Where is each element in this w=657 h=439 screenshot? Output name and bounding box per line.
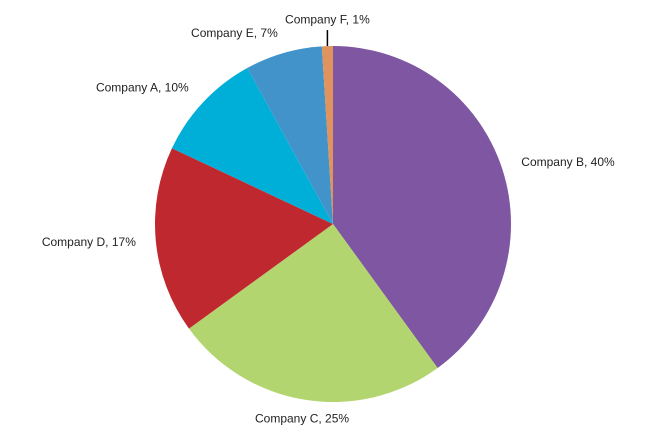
pie-slice (333, 46, 512, 369)
slice-label: Company F, 1% (285, 12, 370, 26)
pie-slice (188, 224, 438, 402)
slice-label: Company B, 40% (521, 155, 615, 169)
slice-label: Company C, 25% (255, 412, 349, 426)
pie-slice (247, 46, 333, 224)
pie-slice (321, 46, 333, 224)
slice-label: Company E, 7% (191, 26, 278, 40)
slice-label: Company D, 17% (42, 235, 136, 249)
slice-label: Company A, 10% (96, 81, 189, 95)
pie-slice (155, 148, 333, 329)
pie-slice (171, 68, 333, 224)
